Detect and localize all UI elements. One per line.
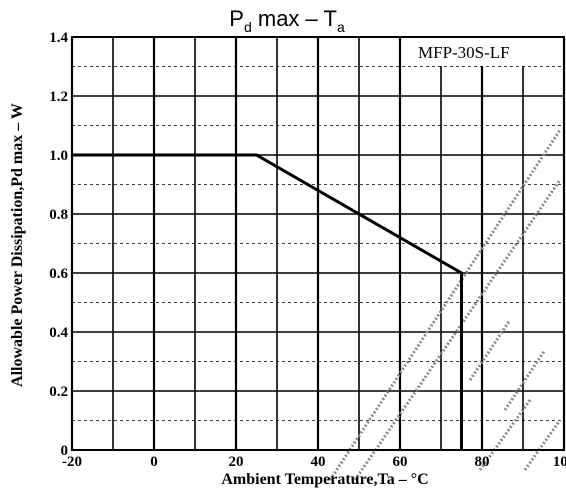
y-tick-label: 1.0 xyxy=(49,148,68,164)
x-tick-labels: -20 0 20 40 60 80 100 xyxy=(62,454,566,470)
y-axis-label: Allowable Power Dissipation,Pd max – W xyxy=(9,103,26,387)
grid-lines xyxy=(70,36,566,451)
hatch-band xyxy=(468,319,512,381)
y-tick-label: 0 xyxy=(61,443,69,459)
y-tick-label: 1.4 xyxy=(49,30,68,46)
x-tick-label: 40 xyxy=(311,454,326,470)
derating-curve xyxy=(72,153,463,450)
plot-frame xyxy=(71,36,565,451)
y-tick-label: 0.2 xyxy=(49,384,68,400)
hatch-band xyxy=(328,129,562,481)
y-tick-labels: 0 0.2 0.4 0.6 0.8 1.0 1.2 1.4 xyxy=(49,30,68,459)
y-tick-label: 1.2 xyxy=(49,89,68,105)
x-axis-label: Ambient Temperature,Ta – °C xyxy=(221,471,428,488)
y-tick-label: 0.6 xyxy=(49,266,68,282)
hatch-band xyxy=(353,179,562,481)
hatch-band xyxy=(503,349,547,411)
x-tick-label: 0 xyxy=(150,454,158,470)
x-tick-label: -20 xyxy=(62,454,82,470)
y-tick-label: 0.4 xyxy=(49,325,68,341)
part-label: MFP-30S-LF xyxy=(418,43,510,62)
x-tick-label: 80 xyxy=(475,454,490,470)
part-label-box xyxy=(412,38,557,66)
hatch-marks xyxy=(328,129,562,481)
chart-title: Pd max – Ta xyxy=(229,6,345,35)
x-tick-label: 60 xyxy=(393,454,408,470)
x-tick-label: 100 xyxy=(553,454,566,470)
x-tick-label: 20 xyxy=(229,454,244,470)
y-tick-label: 0.8 xyxy=(49,207,68,223)
